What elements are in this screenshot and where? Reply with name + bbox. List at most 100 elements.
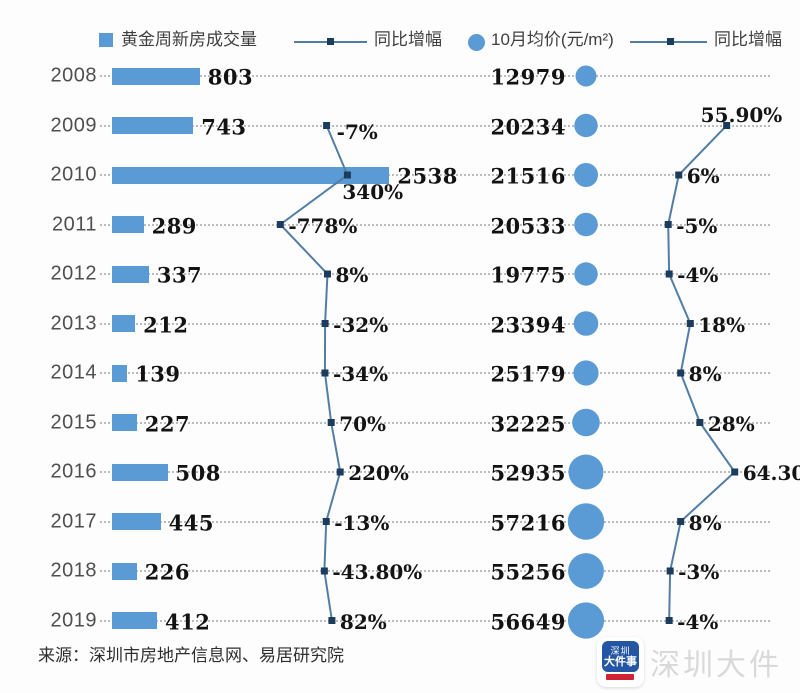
line-marker [323, 122, 331, 129]
line-marker [327, 419, 335, 426]
volume-bar [112, 562, 137, 580]
price-growth-line-label: -4% [677, 609, 719, 634]
volume-bar [112, 364, 128, 382]
app-logo-icon: 深圳 大件事 [597, 637, 644, 687]
row-leader [100, 421, 770, 424]
price-value-label: 56649 [490, 609, 566, 634]
logo-text-bottom: 大件事 [604, 655, 637, 668]
price-value-label: 55256 [490, 559, 566, 585]
year-label: 2013 [50, 312, 97, 334]
volume-growth-line-label: -32% [333, 312, 389, 337]
volume-value-label: 445 [168, 510, 214, 535]
row-leader [100, 174, 770, 176]
source-note: 来源：深圳市房地产信息网、易居研究院 [38, 646, 344, 665]
price-value-label: 52935 [490, 460, 566, 486]
volume-value-label: 508 [175, 460, 221, 486]
volume-value-label: 227 [144, 411, 191, 436]
price-bubble [573, 360, 599, 386]
volume-bar [112, 67, 200, 85]
volume-bar [112, 315, 136, 332]
line-marker [696, 419, 704, 426]
line-marker [677, 518, 685, 525]
line-marker [723, 122, 731, 129]
volume-growth-line-label: -43.80% [332, 560, 423, 584]
price-bubble [574, 163, 598, 187]
line-marker [675, 171, 683, 179]
line-marker-icon [667, 38, 674, 45]
line-marker [320, 567, 328, 575]
volume-bar [112, 463, 168, 481]
volume-growth-line-label: -13% [334, 510, 390, 535]
volume-bar [112, 117, 194, 134]
volume-growth-line-label: -7% [336, 119, 378, 144]
logo-red-banner [606, 674, 634, 680]
year-label: 2010 [50, 163, 97, 186]
price-value-label: 20533 [490, 213, 566, 238]
price-growth-line-label: 55.90% [700, 102, 783, 127]
price-growth-line-label: 6% [686, 164, 720, 188]
volume-bar [112, 166, 390, 184]
volume-value-label: 139 [135, 361, 181, 387]
volume-growth-line-label: 82% [339, 609, 387, 634]
logo-text-top: 深圳 [610, 645, 631, 656]
price-bubble [572, 408, 600, 437]
legend-volume-label: 黄金周新房成交量 [121, 30, 257, 49]
row-leader [100, 223, 770, 226]
line-marker-icon [327, 38, 334, 45]
line-marker [321, 320, 329, 327]
price-value-label: 19775 [490, 262, 566, 288]
legend-volume-growth-label: 同比增幅 [374, 30, 442, 49]
year-label: 2011 [51, 213, 97, 235]
year-label: 2012 [50, 262, 97, 285]
line-marker [664, 221, 672, 228]
row-leader [100, 619, 770, 622]
row-leader [100, 322, 770, 325]
year-label: 2015 [50, 411, 97, 433]
line-marker [731, 468, 739, 476]
bar-swatch-icon [99, 33, 113, 47]
year-label: 2016 [50, 460, 97, 483]
year-label: 2019 [50, 609, 97, 631]
volume-value-label: 289 [151, 213, 197, 238]
price-bubble [568, 454, 604, 490]
volume-value-label: 743 [201, 114, 247, 139]
price-bubble [574, 262, 598, 286]
volume-bar [112, 265, 149, 283]
year-label: 2018 [50, 559, 97, 582]
price-growth-line-label: -4% [677, 263, 719, 287]
row-leader [100, 75, 770, 77]
year-label: 2014 [50, 361, 97, 384]
line-marker [328, 617, 336, 624]
price-bubble [568, 553, 604, 589]
line-marker [677, 369, 685, 377]
volume-growth-line-label: 70% [339, 411, 387, 436]
price-value-label: 20234 [490, 114, 566, 139]
volume-value-label: 2538 [397, 163, 458, 189]
price-growth-line-label: 64.30% [742, 461, 800, 485]
line-marker [666, 567, 674, 575]
price-growth-line-label: 8% [688, 362, 722, 386]
line-marker [322, 518, 330, 525]
row-leader [100, 273, 770, 275]
line-marker [686, 320, 694, 327]
year-label: 2009 [50, 114, 97, 136]
price-value-label: 57216 [490, 510, 566, 535]
price-bubble [574, 212, 598, 237]
volume-bar [112, 513, 161, 530]
price-growth-line-label: 18% [698, 312, 746, 337]
line-marker [336, 468, 344, 476]
line-marker [323, 270, 331, 278]
volume-value-label: 412 [165, 609, 211, 634]
volume-value-label: 337 [156, 262, 203, 288]
row-leader [100, 570, 770, 572]
row-leader [100, 520, 770, 523]
price-value-label: 25179 [490, 361, 566, 387]
price-growth-line-label: 28% [707, 411, 755, 436]
logo-blue-square: 深圳 大件事 [602, 641, 639, 672]
volume-growth-line-label: 8% [335, 263, 369, 287]
legend-price-growth-label: 同比增幅 [714, 30, 782, 49]
price-bubble [573, 311, 599, 336]
volume-bar [112, 414, 137, 431]
